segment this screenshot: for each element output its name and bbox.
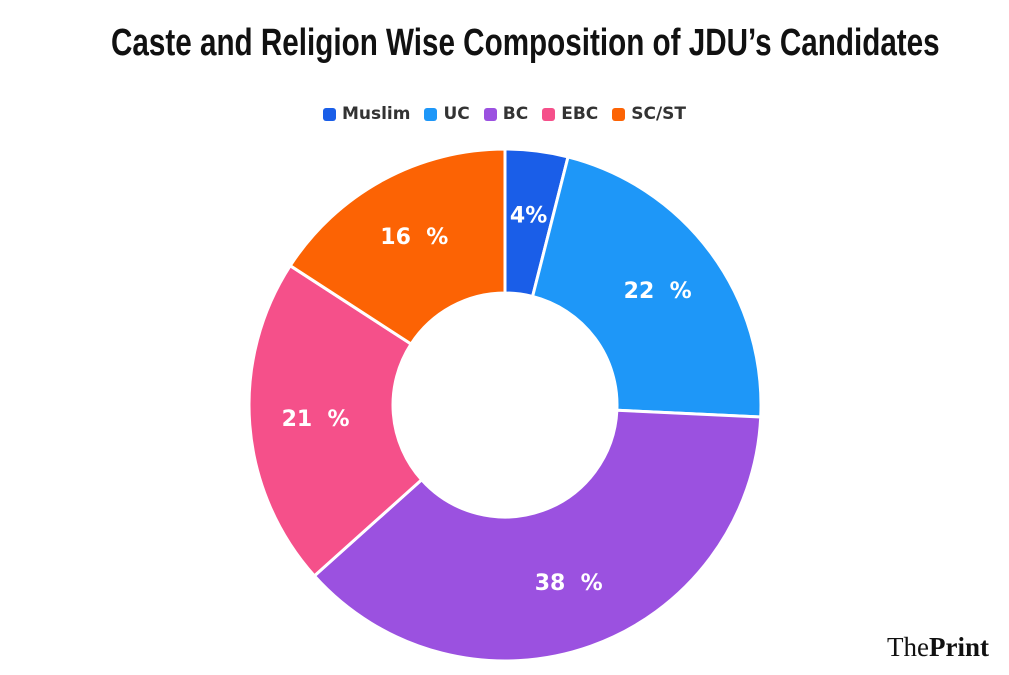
brand-suffix: Print xyxy=(929,632,989,662)
legend-item-ebc: EBC xyxy=(542,104,598,124)
legend-item-bc: BC xyxy=(483,104,529,124)
legend-swatch-ebc xyxy=(542,107,556,121)
label-ebc: 21 % xyxy=(282,407,350,432)
label-bc: 38 % xyxy=(535,571,603,596)
legend-swatch-scst xyxy=(612,107,626,121)
legend-swatch-muslim xyxy=(322,107,336,121)
label-muslim: 4% xyxy=(510,203,547,228)
theprint-logo: ThePrint xyxy=(887,632,989,663)
legend-swatch-uc xyxy=(424,107,438,121)
legend-item-uc: UC xyxy=(424,104,470,124)
legend-label-bc: BC xyxy=(502,104,529,124)
slice-scst xyxy=(288,147,507,346)
slice-bc xyxy=(312,408,763,663)
label-scst: 16 % xyxy=(380,225,448,250)
slice-uc xyxy=(531,155,763,419)
legend-label-uc: UC xyxy=(443,104,470,124)
chart-legend: Muslim UC BC EBC SC/ST xyxy=(0,104,1009,124)
legend-label-muslim: Muslim xyxy=(341,104,411,124)
legend-item-scst: SC/ST xyxy=(612,104,686,124)
chart-title: Caste and Religion Wise Composition of J… xyxy=(110,22,940,64)
label-uc: 22 % xyxy=(624,279,692,304)
brand-prefix: The xyxy=(887,632,929,662)
legend-item-muslim: Muslim xyxy=(322,104,411,124)
slice-ebc xyxy=(247,264,424,578)
legend-swatch-bc xyxy=(483,107,497,121)
legend-label-scst: SC/ST xyxy=(631,104,687,124)
legend-label-ebc: EBC xyxy=(561,104,599,124)
